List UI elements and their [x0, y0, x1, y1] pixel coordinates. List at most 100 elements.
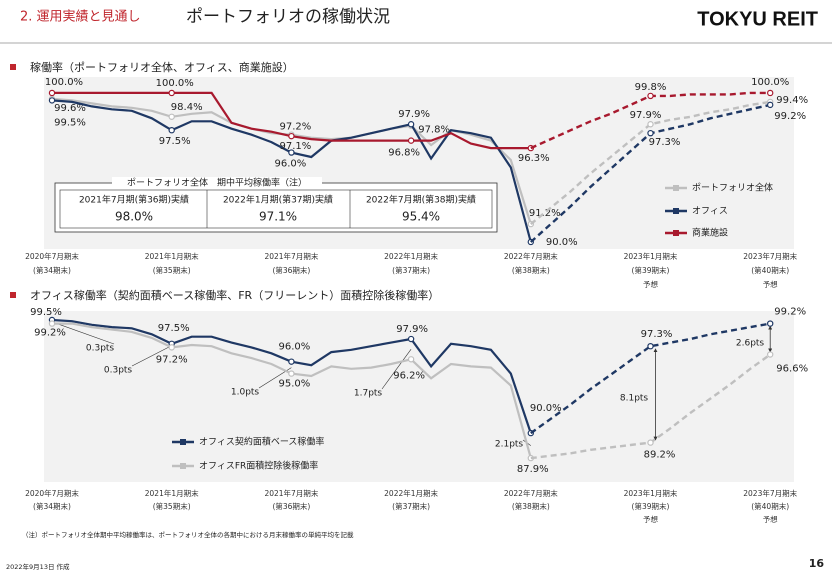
table-header: 2022年7月期(第38期)実績: [366, 194, 476, 206]
x-tick-note: 予想: [763, 514, 778, 524]
table-header: 2022年1月期(第37期)実績: [223, 194, 333, 206]
data-label: 97.3%: [641, 329, 673, 340]
x-tick-sublabel: (第36期末): [272, 265, 310, 275]
gap-leader: [51, 321, 115, 345]
data-label: 97.9%: [398, 109, 430, 120]
legend-label: オフィス契約面積ベース稼働率: [199, 436, 324, 448]
point-marker: [767, 351, 774, 358]
x-tick-label: 2023年1月期末: [624, 251, 678, 261]
data-label: 96.3%: [518, 153, 550, 164]
x-tick-label: 2021年7月期末: [264, 488, 318, 498]
bullet: [10, 64, 16, 70]
x-tick-sublabel: (第40期末): [751, 265, 789, 275]
x-tick-note: 予想: [763, 279, 778, 289]
point-marker: [767, 101, 774, 109]
data-label: 91.2%: [529, 208, 561, 219]
data-label: 98.4%: [171, 102, 203, 113]
point-marker: [407, 121, 415, 128]
data-label: 97.5%: [159, 136, 191, 147]
x-tick-sublabel: (第35期末): [153, 265, 191, 275]
table-value: 97.1%: [259, 210, 297, 224]
data-label: 100.0%: [751, 77, 789, 88]
point-marker: [407, 137, 415, 144]
table-header: 2021年7月期(第36期)実績: [79, 194, 189, 206]
x-tick-label: 2022年1月期末: [384, 251, 438, 261]
date: 2022年9月13日 作成: [6, 562, 70, 571]
point-marker: [168, 89, 175, 97]
x-tick-label: 2023年7月期末: [743, 251, 797, 261]
x-tick-sublabel: (第39期末): [632, 265, 670, 275]
data-label: 97.1%: [280, 141, 312, 152]
data-label: 100.0%: [45, 77, 83, 88]
legend-marker: [180, 439, 186, 445]
point-marker: [647, 342, 654, 350]
point-marker: [288, 132, 295, 140]
data-label: 90.0%: [546, 237, 578, 248]
data-label: 97.2%: [280, 122, 312, 133]
data-label: 99.2%: [774, 307, 806, 318]
point-marker: [288, 358, 295, 365]
data-label: 96.0%: [279, 342, 311, 353]
data-label: 95.0%: [279, 379, 311, 390]
x-tick-sublabel: (第34期末): [33, 501, 71, 511]
point-marker: [407, 356, 415, 363]
x-tick-label: 2022年1月期末: [384, 488, 438, 498]
data-label: 97.3%: [649, 137, 681, 148]
x-tick-label: 2021年1月期末: [145, 488, 199, 498]
point-marker: [407, 335, 415, 343]
table-title-bg: [112, 177, 322, 189]
page-title: ポートフォリオの稼働状況: [186, 7, 390, 27]
point-marker: [48, 89, 56, 97]
data-label: 97.8%: [418, 125, 450, 136]
data-label: 96.8%: [388, 148, 420, 159]
table-title: ポートフォリオ全体 期中平均稼働率（注）: [127, 177, 307, 189]
gap-leader: [131, 345, 172, 367]
point-marker: [647, 121, 654, 128]
x-tick-sublabel: (第36期末): [272, 501, 310, 511]
x-tick-label: 2022年7月期末: [504, 251, 558, 261]
legend-label: 商業施設: [692, 227, 728, 239]
data-label: 87.9%: [517, 464, 549, 475]
plot-area: [44, 311, 794, 482]
data-label: 96.2%: [393, 370, 425, 381]
data-label: 99.2%: [34, 328, 66, 339]
section-label: 2. 運用実績と見通し: [20, 9, 141, 25]
bullet: [10, 292, 16, 298]
data-label: 99.8%: [635, 82, 667, 93]
chart-title: オフィス稼働率（契約面積ベース稼働率、FR（フリーレント）面積控除後稼働率）: [30, 288, 439, 302]
x-tick-sublabel: (第34期末): [33, 265, 71, 275]
page-number: 16: [809, 557, 825, 570]
footnote: （注）ポートフォリオ全体期中平均稼働率は、ポートフォリオ全体の各期中における月末…: [22, 530, 354, 539]
data-label: 97.5%: [158, 323, 190, 334]
point-marker: [767, 320, 774, 327]
point-marker: [48, 97, 56, 104]
x-tick-sublabel: (第39期末): [632, 501, 670, 511]
data-label: 90.0%: [530, 403, 562, 414]
data-label: 96.0%: [275, 159, 307, 170]
legend-label: オフィス: [692, 206, 728, 217]
data-label: 97.9%: [630, 110, 662, 121]
gap-leader: [381, 348, 412, 390]
point-marker: [288, 370, 295, 377]
legend-label: オフィスFR面積控除後稼働率: [199, 460, 318, 472]
x-tick-label: 2021年7月期末: [264, 251, 318, 261]
data-label: 96.6%: [776, 364, 808, 375]
legend-marker: [673, 208, 679, 214]
legend-label: ポートフォリオ全体: [692, 182, 773, 194]
gap-label: 0.3pts: [104, 366, 133, 376]
x-tick-sublabel: (第40期末): [751, 501, 789, 511]
point-marker: [48, 320, 56, 327]
data-label: 99.5%: [30, 307, 62, 318]
point-marker: [168, 113, 175, 120]
point-marker: [647, 439, 654, 446]
table-value: 95.4%: [402, 210, 440, 224]
x-tick-sublabel: (第38期末): [512, 501, 550, 511]
data-label: 99.4%: [776, 95, 808, 106]
point-marker: [168, 344, 175, 351]
point-marker: [288, 149, 295, 156]
point-marker: [647, 92, 654, 100]
logo: TOKYU REIT: [697, 8, 818, 30]
gap-label: 8.1pts: [620, 394, 649, 404]
